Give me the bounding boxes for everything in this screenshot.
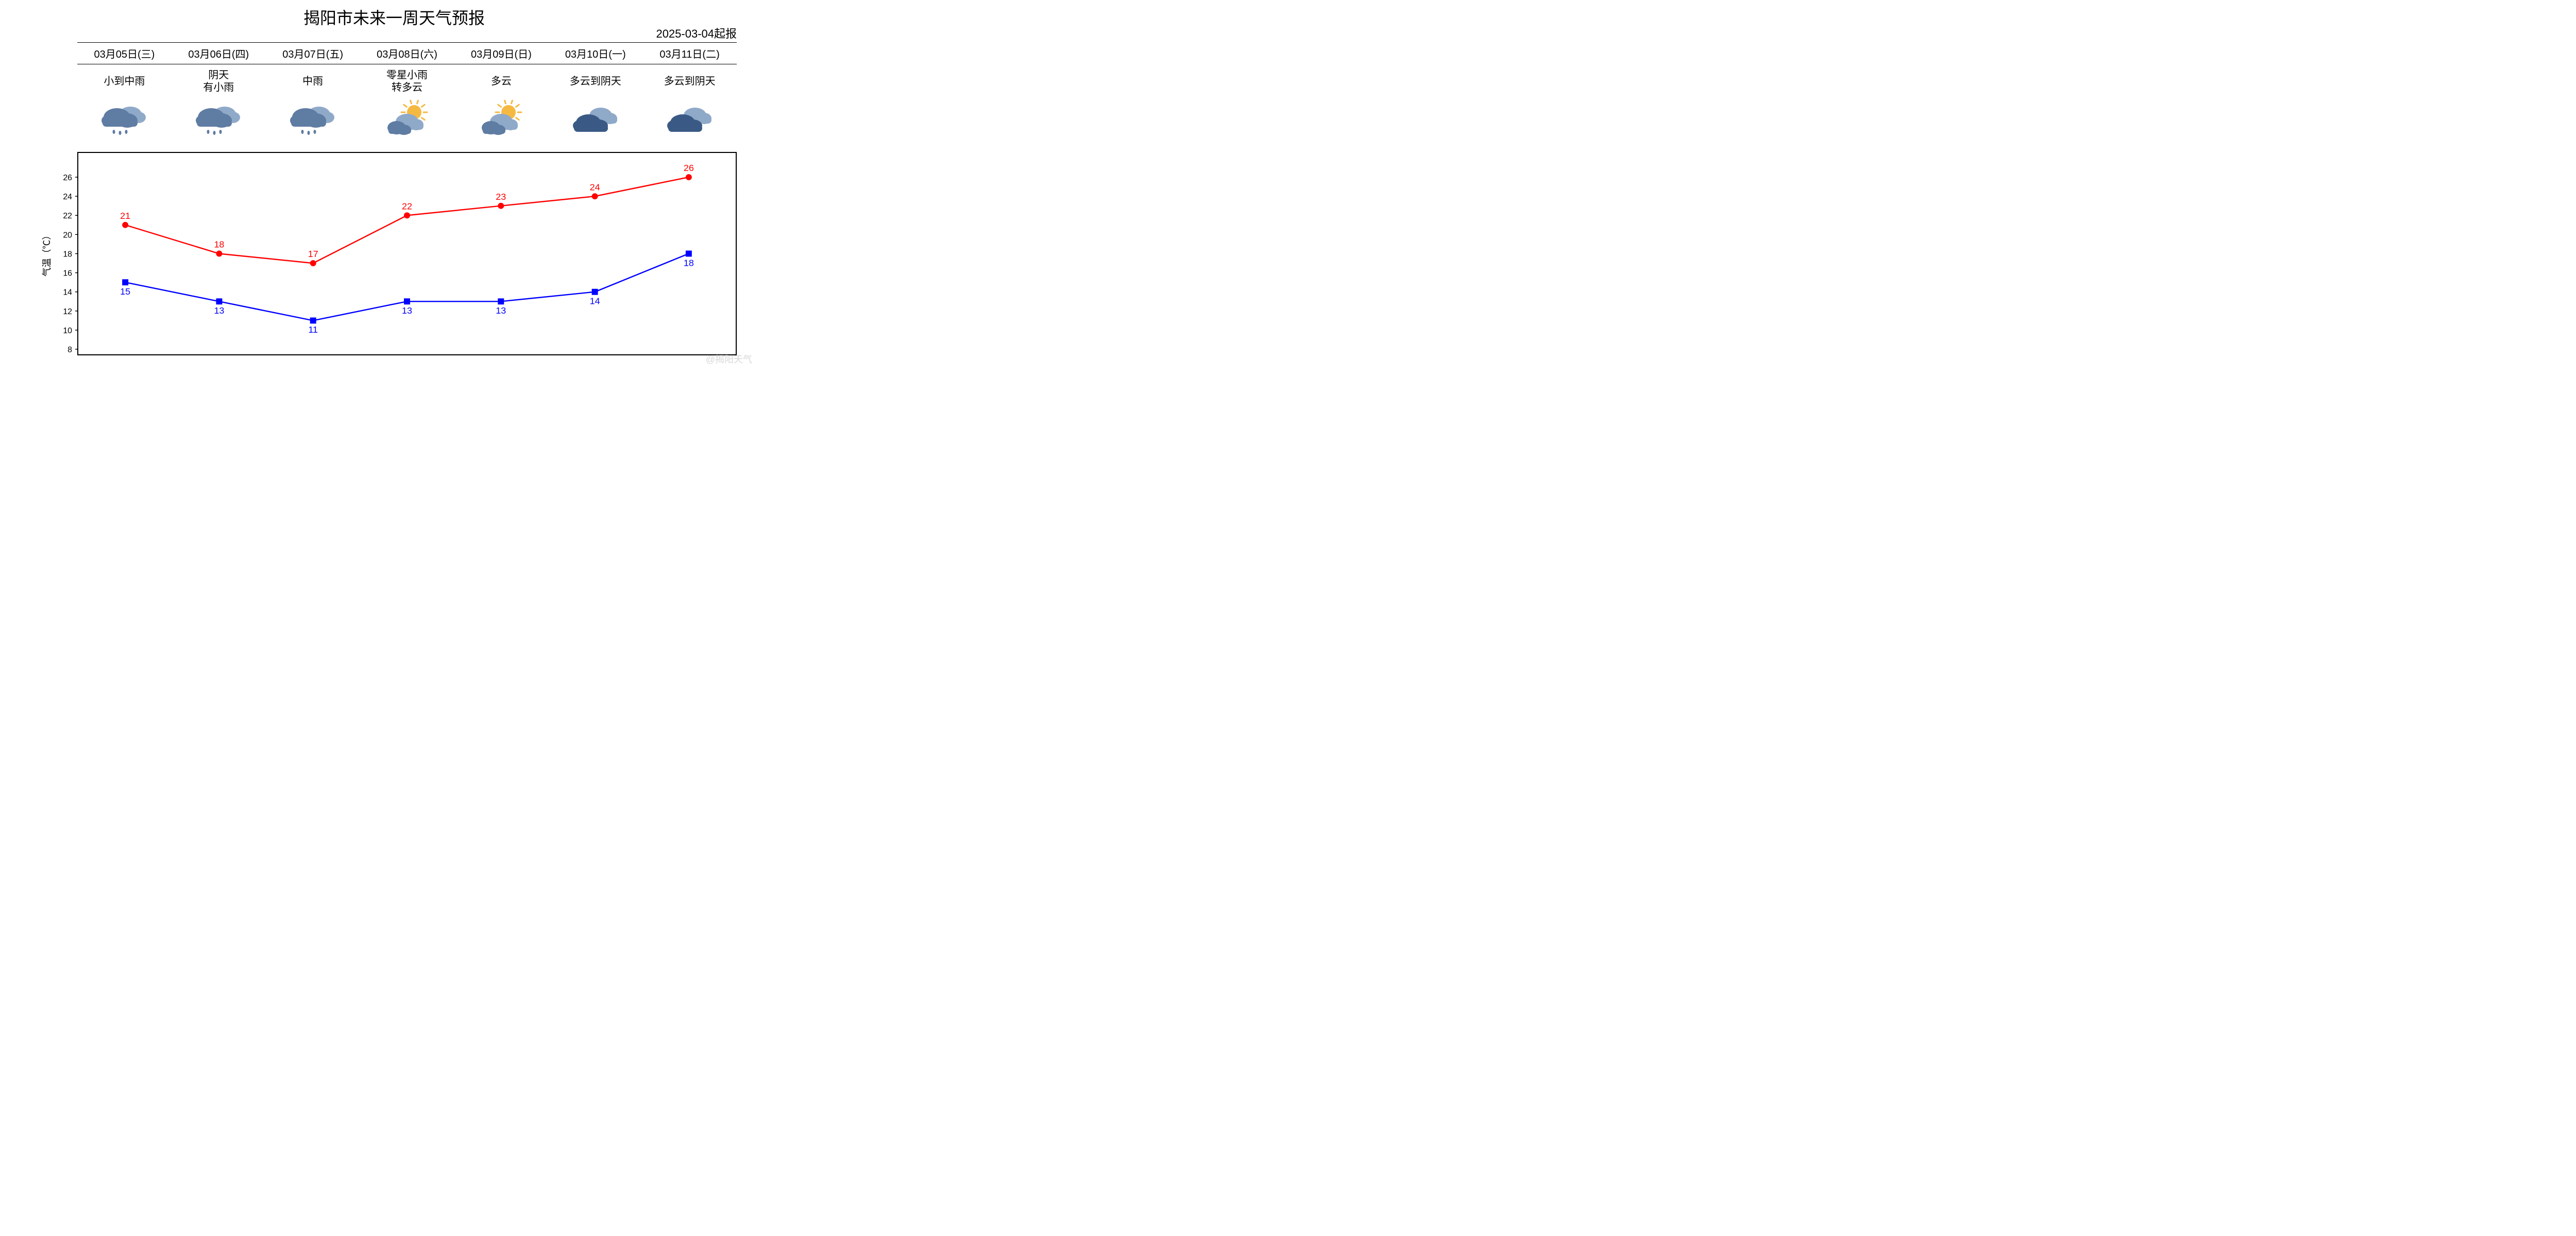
svg-text:13: 13 — [402, 305, 412, 316]
svg-text:15: 15 — [120, 286, 130, 297]
weather-icon — [77, 99, 172, 141]
day-condition: 多云到阴天 — [548, 67, 642, 95]
icons-row — [77, 99, 737, 141]
day-condition: 多云 — [454, 67, 548, 95]
svg-text:11: 11 — [308, 324, 318, 335]
svg-text:26: 26 — [63, 174, 72, 182]
day-date: 03月09日(日) — [454, 43, 548, 64]
weather-icon — [454, 99, 548, 141]
day-date: 03月07日(五) — [266, 43, 360, 64]
day-condition: 中雨 — [266, 67, 360, 95]
weather-icon — [642, 99, 737, 141]
svg-text:21: 21 — [120, 211, 130, 221]
svg-text:13: 13 — [496, 305, 506, 316]
svg-text:8: 8 — [67, 346, 72, 354]
svg-text:18: 18 — [214, 239, 224, 250]
svg-text:气温（℃）: 气温（℃） — [42, 231, 52, 277]
watermark: @揭阳天气 — [706, 352, 752, 366]
weather-icon — [172, 99, 266, 141]
svg-text:14: 14 — [63, 288, 72, 297]
svg-text:24: 24 — [63, 193, 72, 201]
svg-text:22: 22 — [63, 212, 72, 220]
svg-text:26: 26 — [684, 163, 694, 173]
day-date: 03月10日(一) — [548, 43, 642, 64]
day-condition: 小到中雨 — [77, 67, 172, 95]
svg-text:14: 14 — [590, 296, 600, 306]
day-condition: 零星小雨转多云 — [360, 67, 454, 95]
forecast-header: 03月05日(三)03月06日(四)03月07日(五)03月08日(六)03月0… — [77, 42, 737, 150]
weather-icon — [266, 99, 360, 141]
svg-text:12: 12 — [63, 307, 72, 316]
svg-text:18: 18 — [63, 250, 72, 259]
weather-icon — [548, 99, 642, 141]
svg-text:10: 10 — [63, 327, 72, 335]
day-date: 03月08日(六) — [360, 43, 454, 64]
day-date: 03月11日(二) — [642, 43, 737, 64]
svg-text:24: 24 — [590, 182, 600, 192]
svg-text:16: 16 — [63, 269, 72, 278]
day-date: 03月06日(四) — [172, 43, 266, 64]
weather-icon — [360, 99, 454, 141]
day-condition: 多云到阴天 — [642, 67, 737, 95]
temperature-chart: 8101214161820222426气温（℃）2115181317112213… — [77, 152, 737, 355]
svg-text:17: 17 — [308, 249, 318, 259]
conditions-row: 小到中雨阴天有小雨中雨零星小雨转多云多云多云到阴天多云到阴天 — [77, 67, 737, 95]
svg-text:13: 13 — [214, 305, 224, 316]
svg-text:18: 18 — [684, 258, 694, 268]
dates-row: 03月05日(三)03月06日(四)03月07日(五)03月08日(六)03月0… — [77, 43, 737, 64]
day-condition: 阴天有小雨 — [172, 67, 266, 95]
issue-date: 2025-03-04起报 — [656, 25, 737, 41]
day-date: 03月05日(三) — [77, 43, 172, 64]
svg-text:23: 23 — [496, 192, 506, 202]
svg-text:20: 20 — [63, 231, 72, 239]
svg-text:22: 22 — [402, 201, 412, 211]
